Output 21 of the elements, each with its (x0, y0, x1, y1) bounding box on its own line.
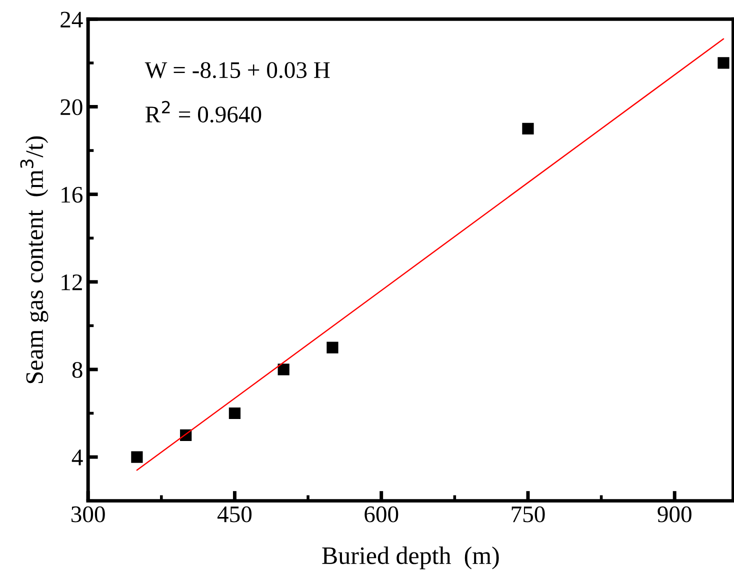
x-axis-title: Buried depth (m) (322, 546, 499, 570)
annotation: R$^{2}$ = 0.9640 (146, 100, 262, 123)
point (278, 364, 290, 376)
y-tick-label: 12 (62, 274, 82, 290)
y-tick-label: 4 (72, 450, 83, 466)
point (228, 407, 241, 420)
y-tick-label: 16 (62, 186, 83, 203)
x-tick-label: 750 (512, 506, 545, 522)
x-tick-label: 600 (364, 506, 398, 522)
y-tick-label: 8 (72, 362, 82, 378)
x-tick-label: 300 (72, 506, 105, 522)
y-tick-label: 24 (60, 12, 83, 28)
point (522, 122, 534, 134)
point (131, 451, 143, 463)
point (718, 57, 730, 69)
point (326, 342, 338, 354)
x-tick-label: 900 (658, 506, 692, 522)
y-tick-label: 20 (60, 99, 82, 116)
annotation: W = -8.15 + 0.03 H (144, 62, 330, 78)
x-tick-label: 450 (217, 506, 252, 522)
y-axis-title: Seam gas content (m$^{3}$/t) (20, 136, 48, 384)
